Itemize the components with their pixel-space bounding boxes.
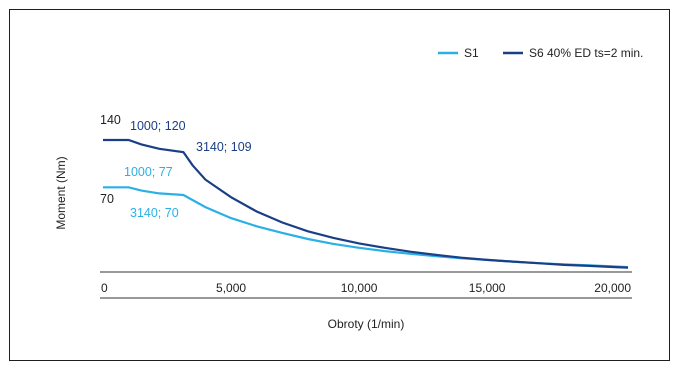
annotation-s6-start: 140 bbox=[100, 113, 121, 127]
legend: S1 S6 40% ED ts=2 min. bbox=[438, 46, 643, 60]
annotation-s6-knee: 1000; 120 bbox=[130, 119, 186, 133]
legend-label-s1: S1 bbox=[464, 46, 479, 60]
chart-frame bbox=[9, 9, 670, 361]
x-tick-label: 10,000 bbox=[341, 281, 378, 295]
annotation-s1-knee: 1000; 77 bbox=[124, 165, 173, 179]
x-tick-label: 20,000 bbox=[594, 281, 631, 295]
x-tick-label: 15,000 bbox=[469, 281, 506, 295]
y-axis-title: Moment (Nm) bbox=[54, 156, 68, 229]
annotation-s1-start: 70 bbox=[100, 192, 114, 206]
annotations: 140 1000; 120 3140; 109 1000; 77 70 3140… bbox=[100, 113, 252, 220]
annotation-s1-corner: 3140; 70 bbox=[130, 206, 179, 220]
x-tick-label: 5,000 bbox=[216, 281, 246, 295]
series-line-s6 bbox=[103, 138, 629, 269]
series-line-s1 bbox=[103, 186, 629, 269]
x-axis-ticks: 0 5,000 10,000 15,000 20,000 bbox=[101, 281, 631, 295]
legend-label-s6: S6 40% ED ts=2 min. bbox=[529, 46, 643, 60]
annotation-s6-corner: 3140; 109 bbox=[196, 140, 252, 154]
x-tick-label: 0 bbox=[101, 281, 108, 295]
x-axis-title: Obroty (1/min) bbox=[328, 317, 405, 331]
